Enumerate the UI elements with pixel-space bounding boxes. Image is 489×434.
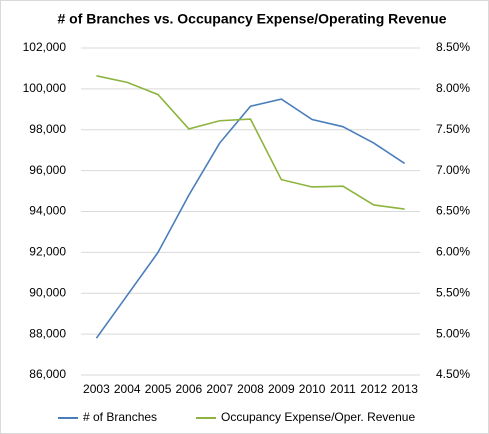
y-tick-label: 94,000	[29, 204, 66, 218]
x-tick-label: 2008	[237, 382, 264, 396]
x-tick-label: 2004	[114, 382, 141, 396]
x-tick-label: 2011	[330, 382, 356, 396]
y2-tick-label: 7.50%	[436, 122, 470, 136]
y2-tick-label: 5.50%	[436, 285, 470, 299]
x-tick-label: 2003	[83, 382, 110, 396]
y2-tick-label: 8.50%	[436, 40, 470, 54]
y-tick-label: 98,000	[29, 122, 66, 136]
y-tick-label: 100,000	[23, 81, 67, 95]
x-tick-label: 2009	[268, 382, 295, 396]
y2-tick-label: 6.50%	[436, 204, 470, 218]
y-tick-label: 102,000	[23, 40, 67, 54]
x-tick-label: 2013	[391, 382, 418, 396]
series-line	[96, 75, 405, 210]
x-tick-label: 2012	[360, 382, 387, 396]
x-tick-label: 2006	[176, 382, 203, 396]
x-tick-label: 2010	[299, 382, 326, 396]
x-tick-label: 2007	[206, 382, 233, 396]
y-tick-label: 90,000	[29, 285, 66, 299]
y2-tick-label: 5.00%	[436, 326, 470, 340]
series-line	[95, 98, 406, 339]
x-tick-label: 2005	[145, 382, 172, 396]
y2-tick-label: 4.50%	[436, 367, 470, 381]
y-tick-label: 88,000	[29, 326, 66, 340]
y-tick-label: 96,000	[29, 163, 66, 177]
y2-tick-label: 7.00%	[436, 163, 470, 177]
chart-title: # of Branches vs. Occupancy Expense/Oper…	[57, 11, 446, 27]
y2-tick-label: 6.00%	[436, 245, 470, 259]
legend-label: Occupancy Expense/Oper. Revenue	[221, 410, 415, 424]
y-tick-label: 92,000	[29, 245, 66, 259]
y-tick-label: 86,000	[29, 367, 66, 381]
legend-label: # of Branches	[83, 410, 157, 424]
y2-tick-label: 8.00%	[436, 81, 470, 95]
